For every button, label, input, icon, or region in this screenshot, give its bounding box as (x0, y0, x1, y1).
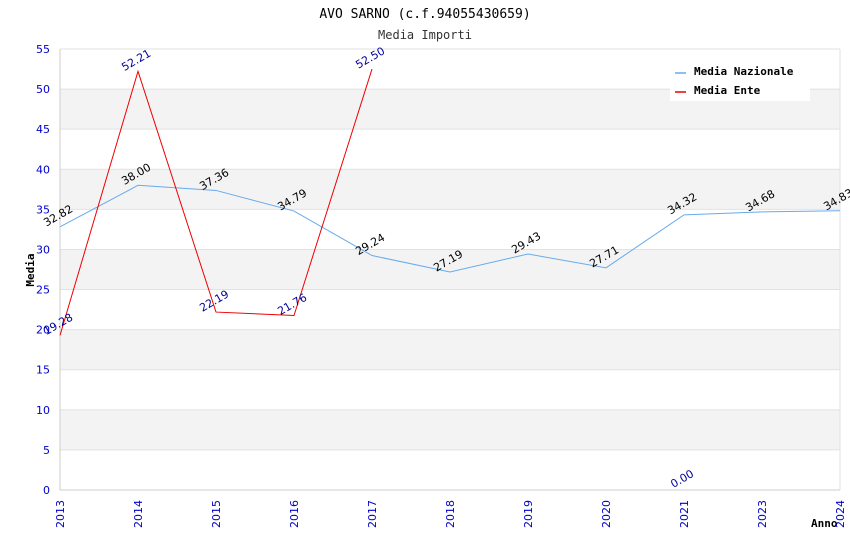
x-axis-label: Anno (811, 517, 838, 530)
y-axis-label: Media (24, 253, 37, 286)
y-tick-label: 0 (43, 484, 50, 497)
x-tick-label: 2020 (600, 500, 613, 528)
y-tick-label: 15 (36, 364, 50, 377)
legend-label-media-ente: Media Ente (694, 84, 761, 97)
x-tick-label: 2021 (678, 500, 691, 528)
y-tick-label: 55 (36, 43, 50, 56)
series-line-media-nazionale (59, 184, 841, 273)
y-tick-label: 10 (36, 404, 50, 417)
y-tick-label: 30 (36, 243, 50, 256)
grid-band (60, 169, 840, 210)
data-label-media-ente: 52.21 (119, 47, 153, 74)
x-tick-label: 2019 (522, 500, 535, 528)
data-label-media-ente: 21.76 (275, 291, 309, 318)
x-tick-label: 2015 (210, 500, 223, 528)
chart-subtitle: Media Importi (378, 28, 472, 42)
grid-band (60, 249, 840, 290)
y-tick-label: 25 (36, 284, 50, 297)
x-tick-label: 2013 (54, 500, 67, 528)
x-tick-label: 2018 (444, 500, 457, 528)
x-tick-label: 2024 (834, 500, 847, 528)
x-tick-label: 2023 (756, 500, 769, 528)
y-tick-label: 40 (36, 163, 50, 176)
y-tick-label: 20 (36, 324, 50, 337)
axes (59, 49, 841, 491)
y-tick-label: 35 (36, 203, 50, 216)
legend: Media Nazionale Media Ente (670, 59, 810, 101)
grid-bands (60, 89, 840, 450)
y-tick-labels: 0 5 10 15 20 25 30 35 40 45 50 55 (36, 43, 50, 497)
x-tick-label: 2017 (366, 500, 379, 528)
y-tick-label: 5 (43, 444, 50, 457)
x-tick-label: 2014 (132, 500, 145, 528)
grid-band (60, 329, 840, 370)
y-tick-label: 45 (36, 123, 50, 136)
grid-band (60, 409, 840, 450)
series-line-media-ente (59, 68, 373, 336)
legend-box (670, 59, 810, 101)
y-tick-label: 50 (36, 83, 50, 96)
x-tick-labels: 2013 2014 2015 2016 2017 2018 2019 2020 2021 2023… (54, 500, 847, 528)
legend-label-media-nazionale: Media Nazionale (694, 65, 794, 78)
x-tick-label: 2016 (288, 500, 301, 528)
chart-title: AVO SARNO (c.f.94055430659) (319, 7, 530, 22)
grid-lines (60, 48, 840, 491)
series-lines (59, 68, 841, 336)
data-label-media-ente: 0.00 (668, 467, 696, 491)
data-label-media-ente: 22.19 (197, 288, 231, 315)
